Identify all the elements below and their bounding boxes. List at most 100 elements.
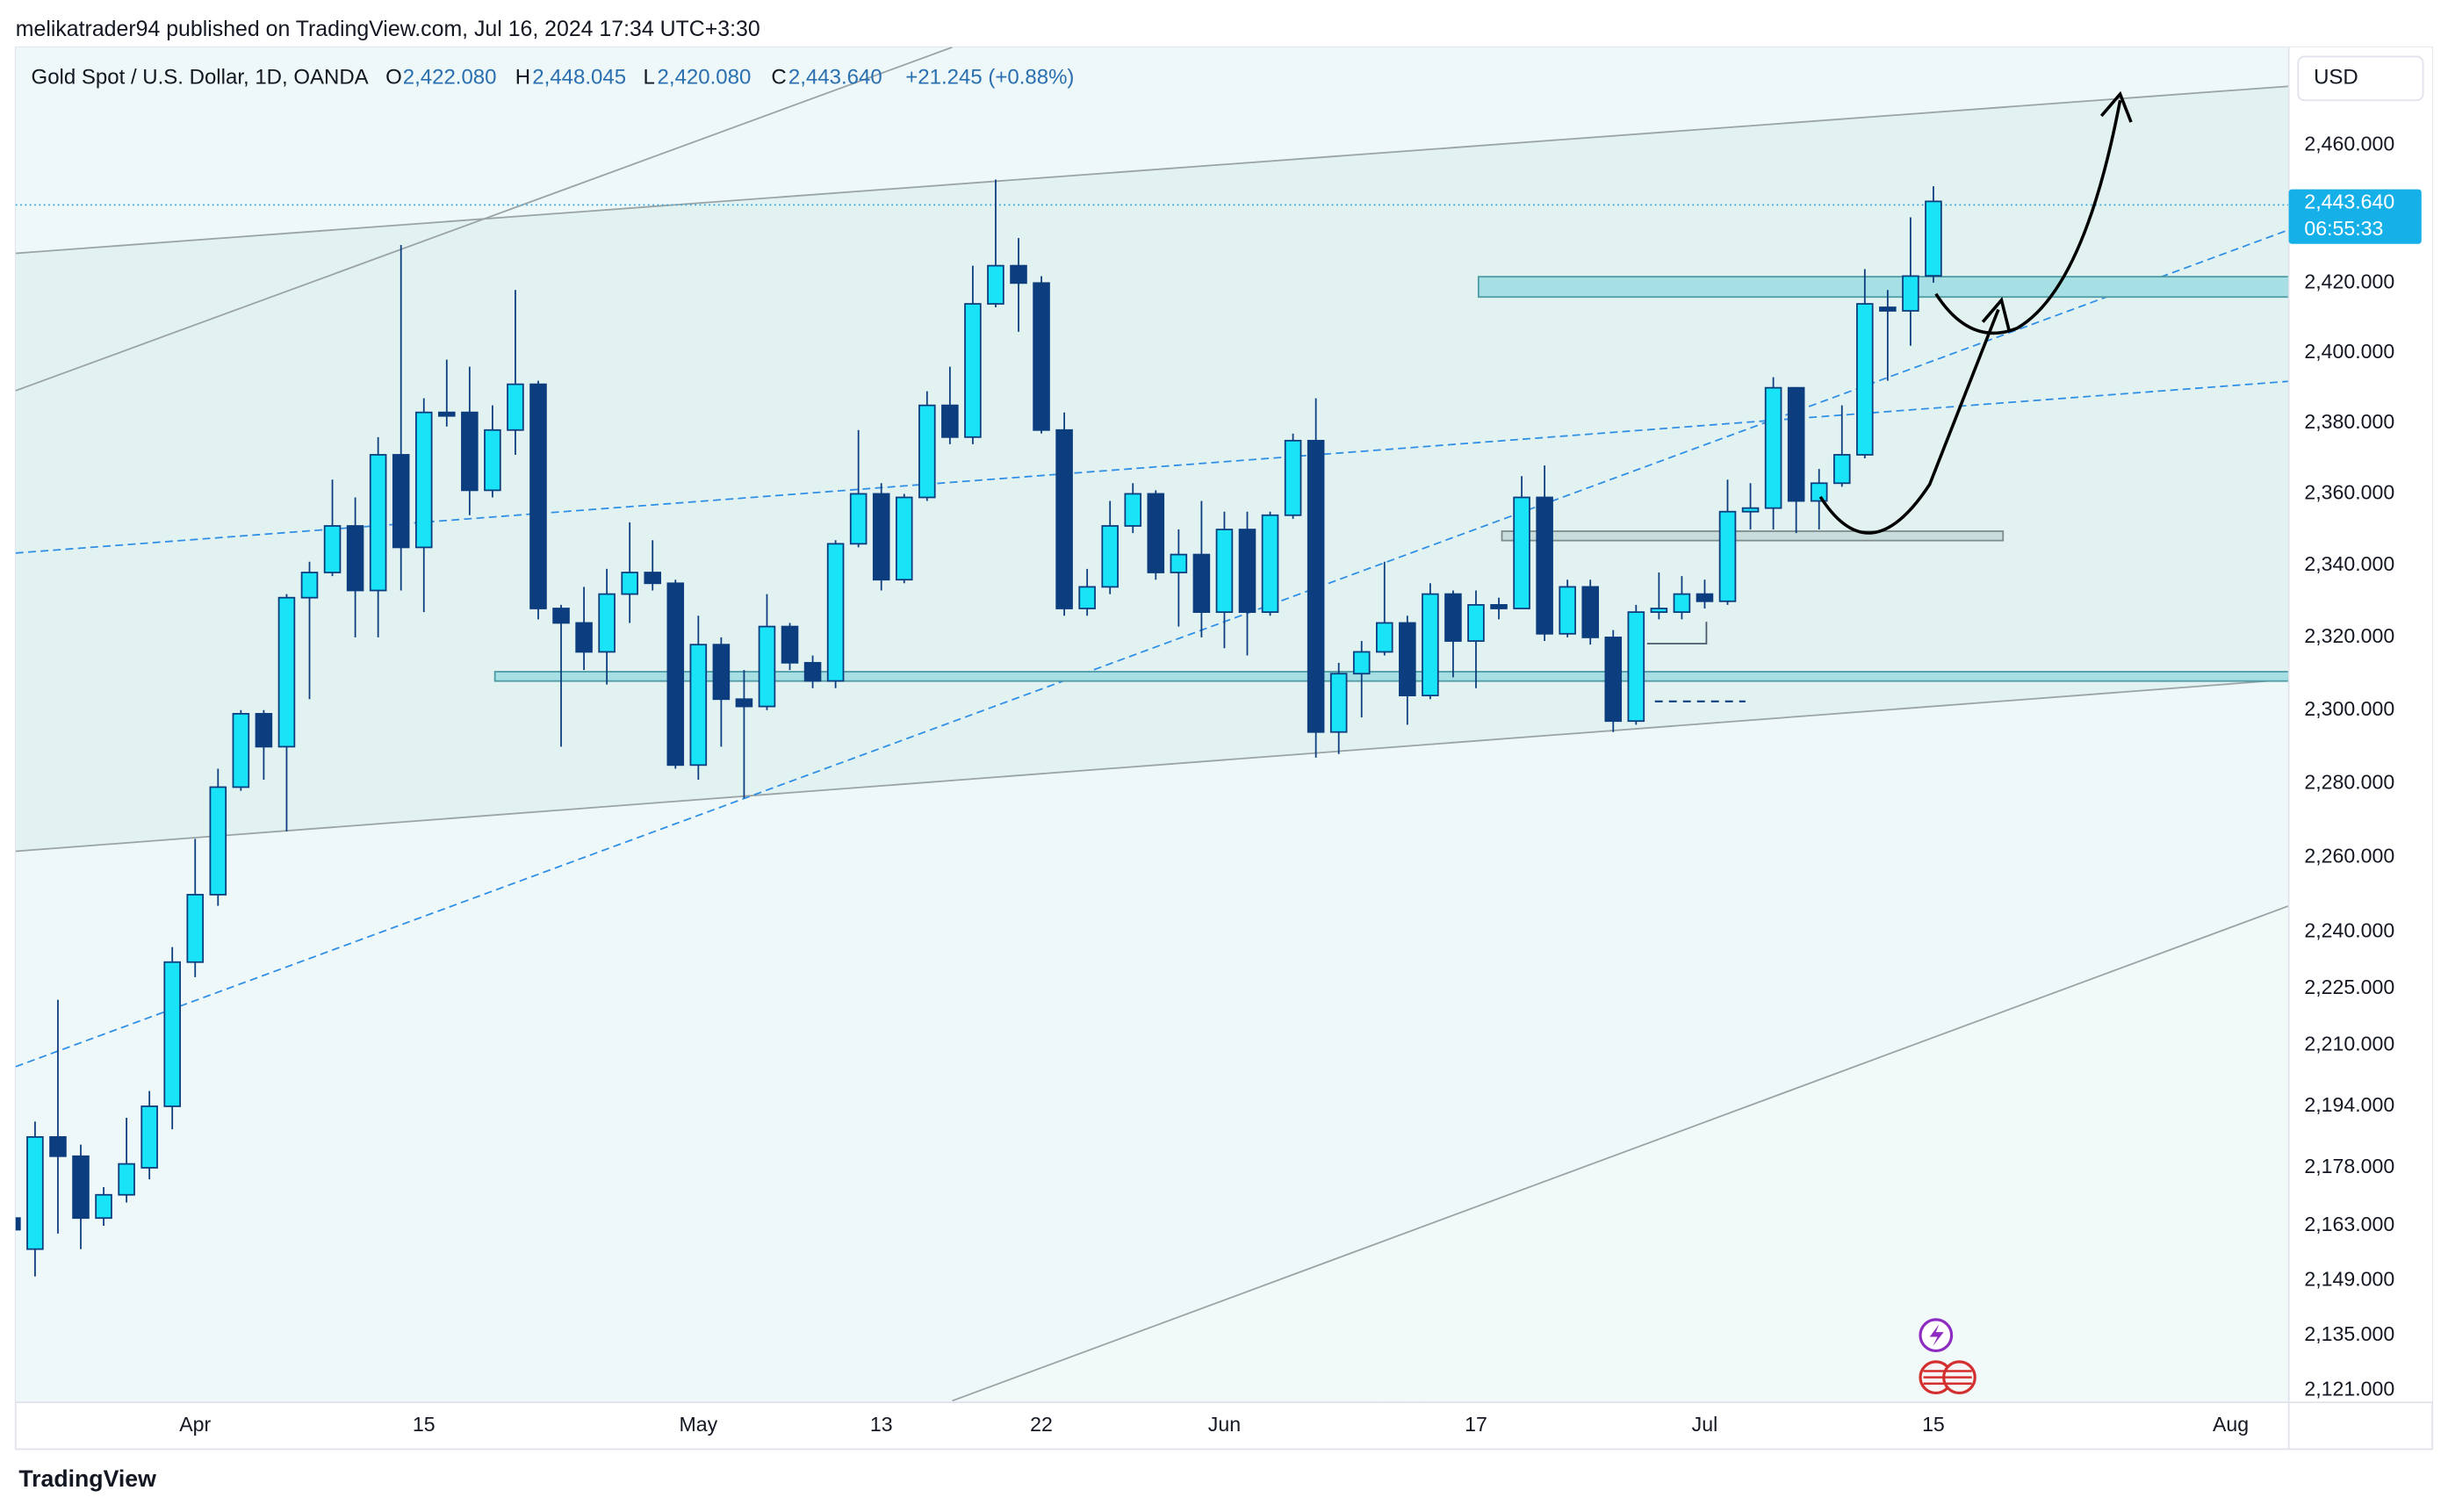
candle-body (1559, 586, 1576, 635)
candle-body (26, 1136, 44, 1250)
candle-body (1101, 525, 1119, 588)
candle-body (1832, 454, 1851, 485)
candle-body (666, 582, 685, 767)
y-tick-label: 2,178.000 (2304, 1155, 2394, 1177)
legend-value: 2,448.045 (532, 66, 626, 90)
candle-body (461, 411, 479, 492)
x-tick-label: 17 (1465, 1413, 1487, 1436)
y-tick-label: 2,121.000 (2304, 1378, 2394, 1400)
candle-body (1604, 637, 1623, 723)
candle-body (414, 411, 433, 549)
zone (1501, 530, 2005, 542)
y-tick-label: 2,135.000 (2304, 1322, 2394, 1345)
candle-body (1696, 593, 1714, 602)
y-tick-label: 2,163.000 (2304, 1213, 2394, 1235)
legend-value: 2,422.080 (403, 66, 497, 90)
price-axis (2288, 47, 2433, 1403)
y-tick-label: 2,240.000 (2304, 919, 2394, 942)
candle-body (895, 496, 913, 581)
candle-body (1376, 622, 1393, 653)
y-tick-label: 2,340.000 (2304, 552, 2394, 575)
arrows (1818, 90, 2133, 535)
zone (493, 671, 2289, 682)
candle-body (1124, 493, 1142, 527)
candle-body (803, 661, 822, 682)
dashed-trend (15, 228, 2289, 1068)
candle-body (781, 625, 799, 664)
arrow-head (1981, 297, 2012, 332)
y-tick-label: 2,260.000 (2304, 845, 2394, 868)
candle-body (964, 303, 982, 438)
y-tick-label: 2,420.000 (2304, 270, 2394, 292)
candle-body (918, 404, 936, 499)
y-tick-label: 2,194.000 (2304, 1093, 2394, 1116)
y-tick-label: 2,400.000 (2304, 340, 2394, 363)
event-icon (1929, 1324, 1944, 1347)
candle-body (621, 572, 638, 595)
candle-body (1055, 428, 1073, 609)
x-tick-label: 13 (870, 1413, 893, 1436)
legend-label: O (385, 66, 402, 90)
candle-body (1238, 529, 1256, 614)
candle-body (438, 411, 456, 417)
candle-body (232, 712, 250, 788)
candle-body (1810, 482, 1828, 502)
event-icons (1919, 1318, 1976, 1395)
candle-body (1399, 622, 1416, 696)
candle-body (1422, 593, 1439, 696)
candle-body (507, 383, 524, 431)
candle-body (323, 525, 342, 573)
legend-change: +21.245 (+0.88%) (905, 66, 1074, 90)
candle-body (1033, 282, 1050, 431)
candle-body (49, 1136, 67, 1157)
candle-body (872, 493, 890, 581)
price-tag-price: 2,443.640 (2304, 191, 2394, 213)
price-tag-countdown: 06:55:33 (2304, 217, 2383, 240)
price-tag (2288, 189, 2422, 244)
y-tick-label: 2,320.000 (2304, 624, 2394, 647)
candle-body (15, 1217, 21, 1231)
channel-top (15, 85, 2289, 255)
x-tick-label: May (679, 1413, 717, 1436)
candles (15, 179, 1942, 1277)
candle-body (1879, 306, 1897, 312)
candle-body (1329, 673, 1348, 733)
candle-body (1741, 507, 1760, 513)
candle-body (118, 1163, 135, 1196)
candle-body (941, 404, 959, 438)
arrow-head (2099, 90, 2133, 123)
legend-label: C (771, 66, 786, 90)
candle-body (1215, 529, 1234, 614)
candle-body (1673, 593, 1691, 614)
candle-body (1764, 386, 1782, 509)
candle-body (1078, 586, 1096, 609)
candle-body (1627, 611, 1645, 723)
candle-body (484, 428, 501, 492)
legend-label: L (644, 66, 655, 90)
currency-box (2297, 55, 2424, 102)
symbol: Gold Spot / U.S. Dollar, 1D, OANDA (32, 66, 369, 90)
x-tick-label: 15 (413, 1413, 436, 1436)
candle-body (598, 593, 616, 653)
candle-body (209, 786, 227, 896)
candle-body (1352, 651, 1371, 675)
publisher-line: melikatrader94 published on TradingView.… (16, 17, 760, 41)
candle-body (712, 644, 731, 701)
currency: USD (2314, 66, 2358, 90)
candle-body (826, 543, 845, 682)
candle-body (300, 572, 319, 599)
legend: Gold Spot / U.S. Dollar, 1D, OANDA O 2,4… (32, 66, 1075, 90)
y-tick-label: 2,280.000 (2304, 770, 2394, 793)
x-tick-label: 22 (1030, 1413, 1053, 1436)
candle-body (140, 1105, 158, 1169)
candle-body (1170, 553, 1188, 573)
marker-line (1646, 622, 1708, 644)
zone (1477, 276, 2289, 299)
candle-body (277, 596, 296, 748)
candle-body (392, 454, 410, 549)
candle-body (1925, 200, 1942, 277)
candle-body (529, 383, 547, 609)
candle-body (1467, 604, 1485, 642)
